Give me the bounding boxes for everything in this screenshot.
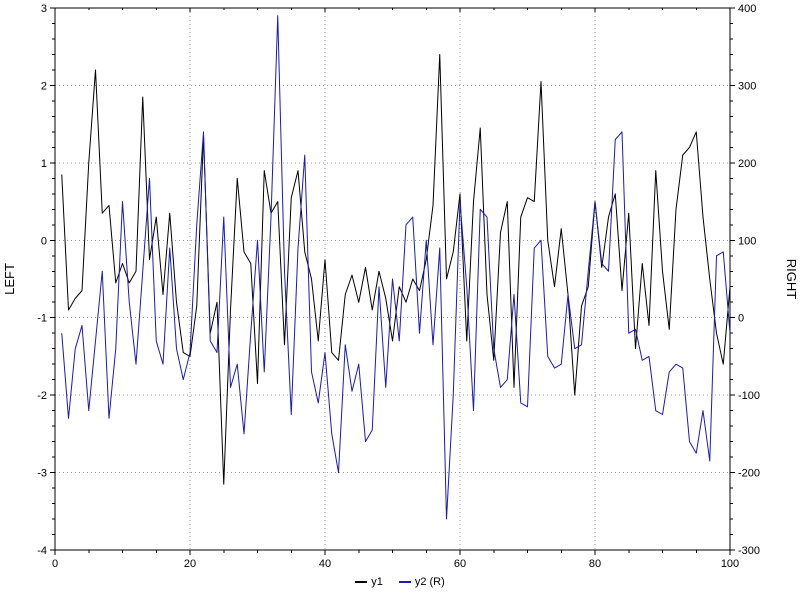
left-tick-label: -1 [37, 313, 47, 325]
legend-label-y2: y2 (R) [414, 576, 445, 588]
legend-swatch-y2 [398, 581, 411, 583]
right-tick-label: 300 [738, 80, 756, 92]
left-axis-title: LEFT [2, 263, 17, 295]
right-tick-label: 100 [738, 235, 756, 247]
legend-swatch-y1 [355, 581, 368, 583]
left-tick-label: -2 [37, 390, 47, 402]
x-tick-label: 40 [319, 558, 331, 570]
x-tick-label: 100 [721, 558, 739, 570]
right-tick-label: 200 [738, 158, 756, 170]
left-tick-label: -4 [37, 545, 47, 557]
x-tick-label: 20 [184, 558, 196, 570]
x-tick-label: 80 [589, 558, 601, 570]
left-tick-label: -3 [37, 468, 47, 480]
left-tick-label: 1 [41, 158, 47, 170]
chart-legend: y1 y2 (R) [0, 576, 800, 588]
left-tick-label: 2 [41, 80, 47, 92]
legend-label-y1: y1 [371, 576, 383, 588]
left-tick-label: 0 [41, 235, 47, 247]
legend-item-y1: y1 [355, 576, 383, 588]
right-axis-title: RIGHT [784, 259, 799, 300]
right-tick-label: 0 [738, 313, 744, 325]
x-tick-label: 0 [52, 558, 58, 570]
plot-generated-content: 0 20 40 60 80 100 3 2 1 0 -1 -2 -3 -4 400 300 200 100 0 -10… [37, 3, 760, 570]
left-tick-label: 3 [41, 3, 47, 15]
legend-item-y2: y2 (R) [398, 576, 445, 588]
right-tick-label: -300 [738, 545, 760, 557]
series-line-y2 [61, 15, 731, 520]
x-tick-label: 60 [454, 558, 466, 570]
right-tick-label: 400 [738, 3, 756, 15]
series-line-y1 [61, 53, 731, 485]
right-tick-label: -200 [738, 468, 760, 480]
right-tick-label: -100 [738, 390, 760, 402]
